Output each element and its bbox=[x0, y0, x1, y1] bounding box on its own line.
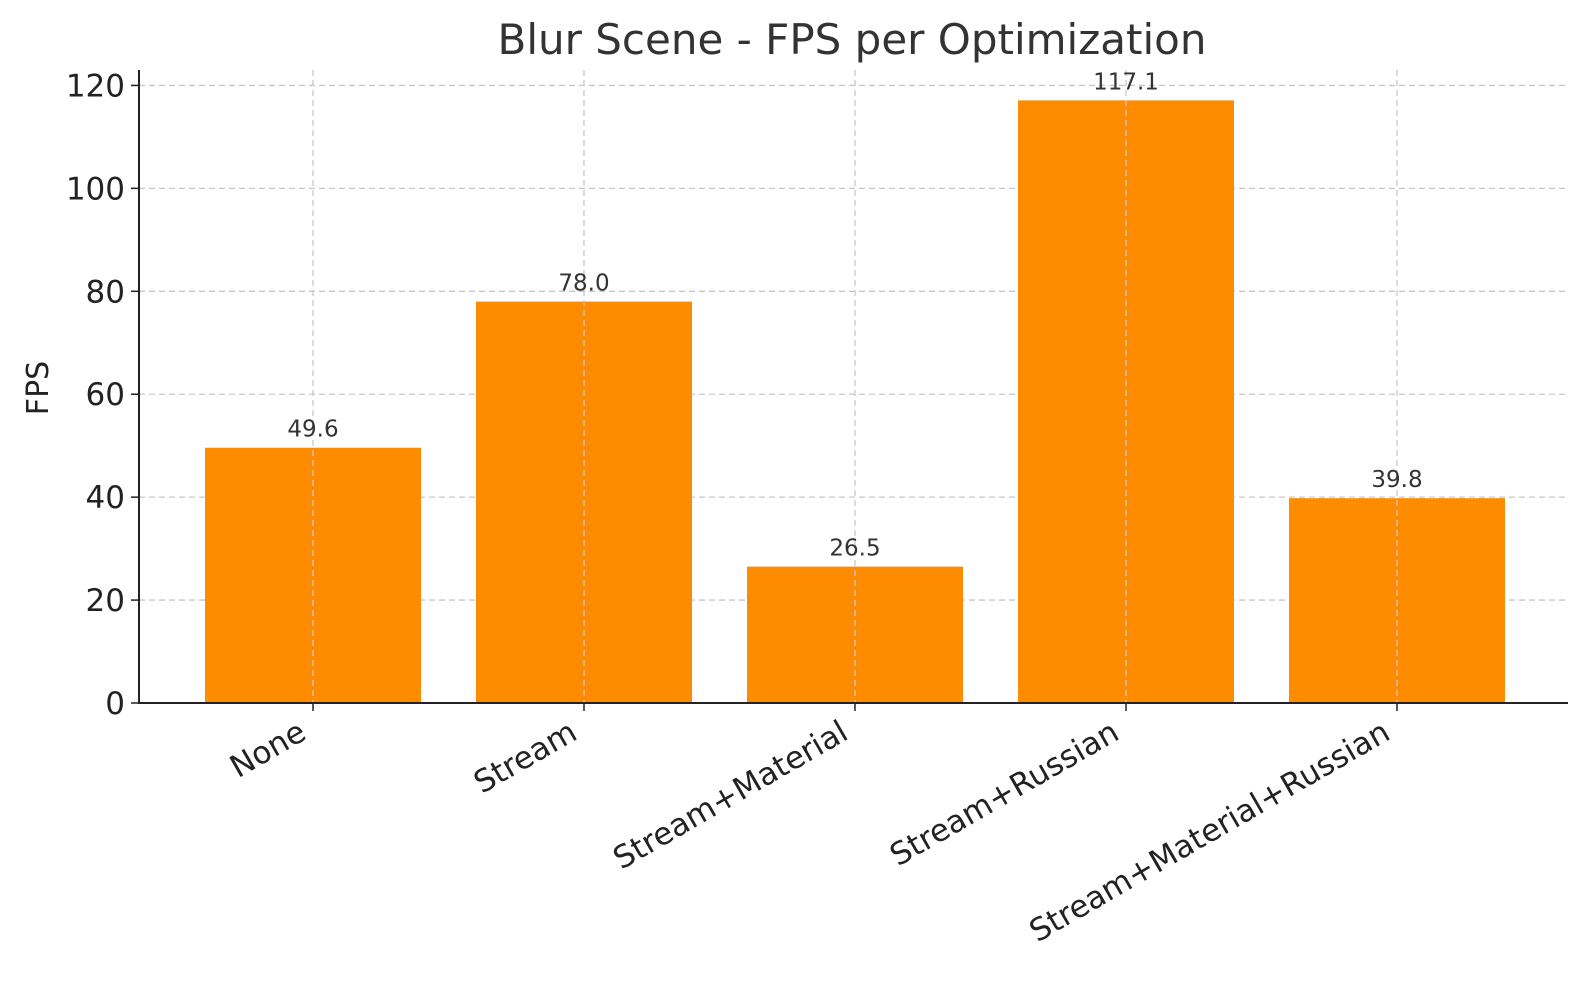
x-tick-label: None bbox=[224, 714, 312, 786]
y-tick-label: 0 bbox=[105, 686, 125, 722]
y-axis-label: FPS bbox=[21, 361, 56, 415]
x-tick-label: Stream+Russian bbox=[884, 714, 1125, 874]
bar-value-label: 39.8 bbox=[1371, 467, 1422, 493]
vgrid-layer bbox=[312, 70, 1398, 703]
y-tick-label: 80 bbox=[86, 274, 125, 310]
bar-value-label: 26.5 bbox=[829, 536, 880, 562]
y-tick-label: 120 bbox=[66, 68, 125, 104]
y-tick-label: 40 bbox=[86, 480, 125, 516]
y-tick-label: 100 bbox=[66, 171, 125, 207]
labels-layer: 49.6 78.0 26.5 117.1 39.8 bbox=[287, 69, 1422, 561]
x-tick-label: Stream+Material bbox=[607, 714, 854, 877]
chart-title: Blur Scene - FPS per Optimization bbox=[498, 15, 1207, 64]
bar-value-label: 117.1 bbox=[1093, 69, 1159, 95]
x-tick-label: Stream bbox=[468, 714, 583, 801]
bar-value-label: 78.0 bbox=[558, 271, 609, 297]
bar-value-label: 49.6 bbox=[287, 417, 338, 443]
y-tick-label: 20 bbox=[86, 583, 125, 619]
y-tick-label: 60 bbox=[86, 377, 125, 413]
